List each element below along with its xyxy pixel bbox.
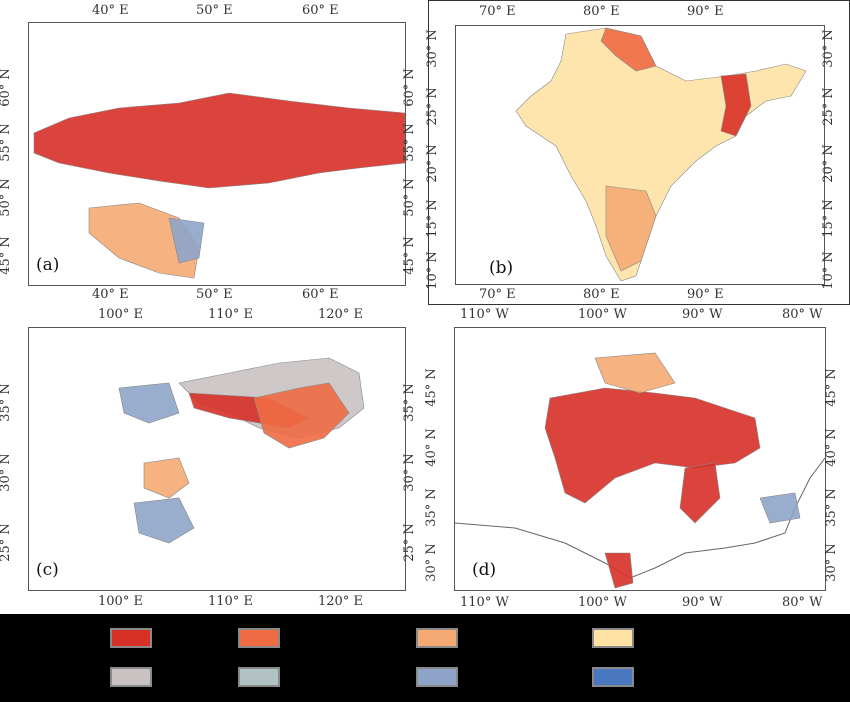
color-legend (0, 614, 850, 702)
right-tick-c-3: 25° N (401, 523, 417, 562)
left-tick-a-1: 60° N (0, 68, 13, 107)
legend-swatch-5 (110, 667, 152, 687)
left-tick-c-3: 25° N (0, 523, 13, 562)
right-tick-b-2: 25° N (820, 87, 836, 126)
left-tick-d-4: 30° N (423, 543, 439, 582)
left-tick-d-1: 45° N (423, 368, 439, 407)
right-tick-a-2: 55° N (401, 123, 417, 162)
map-frame-c: (c) (28, 327, 406, 591)
right-tick-d-3: 35° N (823, 488, 839, 527)
right-tick-a-4: 45° N (401, 236, 417, 275)
right-tick-d-2: 40° N (823, 428, 839, 467)
bottom-tick-d-1: 110° W (460, 595, 509, 610)
region-shape-c-east (253, 382, 350, 449)
map-panel-a: 40° E 50° E 60° E (a) 60° N 55° N 50° N … (0, 0, 430, 305)
region-shape-d-valley (679, 462, 721, 524)
left-tick-c-1: 35° N (0, 383, 13, 422)
left-tick-d-2: 40° N (423, 428, 439, 467)
bottom-tick-c-2: 110° E (208, 594, 253, 609)
map-b-svg (515, 27, 807, 282)
legend-swatch-8 (592, 667, 634, 687)
top-tick-b-3: 90° E (687, 4, 724, 19)
map-a-svg (33, 92, 405, 279)
bottom-tick-a-1: 40° E (92, 287, 129, 302)
left-tick-b-5: 10° N (424, 251, 440, 290)
map-d-svg (455, 352, 825, 589)
left-tick-a-2: 55° N (0, 123, 13, 162)
top-tick-d-2: 100° W (578, 307, 627, 322)
top-tick-d-1: 110° W (460, 307, 509, 322)
panel-label-a: (a) (33, 255, 63, 275)
left-tick-a-4: 45° N (0, 236, 13, 275)
map-c-svg (118, 357, 365, 544)
left-tick-c-2: 30° N (0, 453, 13, 492)
top-tick-a-2: 50° E (196, 3, 233, 18)
bottom-tick-c-1: 100° E (98, 594, 143, 609)
region-shape-c-southwest (133, 497, 195, 544)
right-tick-b-4: 15° N (820, 199, 836, 238)
left-tick-d-3: 35° N (423, 488, 439, 527)
right-tick-a-1: 60° N (401, 68, 417, 107)
right-tick-d-4: 30° N (823, 543, 839, 582)
right-tick-b-3: 20° N (820, 144, 836, 183)
left-tick-b-4: 15° N (424, 199, 440, 238)
region-shape-b-india (515, 27, 807, 282)
region-shape-b-south (605, 185, 657, 272)
bottom-tick-d-4: 80° W (782, 595, 823, 610)
top-tick-c-3: 120° E (318, 307, 363, 322)
top-tick-d-3: 90° W (682, 307, 723, 322)
panel-label-d: (d) (469, 560, 500, 580)
top-tick-a-1: 40° E (92, 3, 129, 18)
left-tick-b-3: 20° N (424, 144, 440, 183)
legend-swatch-3 (416, 628, 458, 648)
region-shape-c-west (118, 382, 180, 424)
bottom-tick-a-2: 50° E (196, 287, 233, 302)
right-tick-d-1: 45° N (823, 368, 839, 407)
right-tick-a-3: 50° N (401, 178, 417, 217)
left-tick-b-1: 30° N (424, 29, 440, 68)
region-shape-d-cornbelt (544, 387, 761, 504)
region-shape-c-sichuan (143, 457, 190, 499)
map-frame-a: (a) (28, 22, 406, 286)
legend-swatch-2 (238, 628, 280, 648)
legend-swatch-7 (416, 667, 458, 687)
panel-label-c: (c) (33, 560, 62, 580)
legend-swatch-1 (110, 628, 152, 648)
region-shape-b-north (600, 27, 657, 72)
bottom-tick-d-2: 100° W (578, 595, 627, 610)
top-tick-a-3: 60° E (302, 3, 339, 18)
top-tick-c-1: 100° E (98, 307, 143, 322)
top-tick-d-4: 80° W (782, 307, 823, 322)
panel-label-b: (b) (486, 258, 517, 278)
right-tick-b-5: 10° N (820, 251, 836, 290)
right-tick-c-1: 35° N (401, 383, 417, 422)
region-shape-d-plains (594, 352, 676, 394)
map-panel-c: 100° E 110° E 120° E (c) 35° N 30° N 25°… (0, 305, 430, 614)
bottom-tick-d-3: 90° W (682, 595, 723, 610)
map-frame-b: (b) (455, 25, 825, 285)
legend-swatch-4 (592, 628, 634, 648)
top-tick-b-2: 80° E (583, 4, 620, 19)
region-shape-b-east (720, 73, 752, 137)
region-shape-a-patch (168, 217, 205, 264)
region-shape-a-north (33, 92, 405, 189)
region-shape-d-texas (604, 552, 634, 589)
legend-swatch-6 (238, 667, 280, 687)
region-shape-d-southeast (759, 492, 801, 524)
map-frame-d: (d) (454, 327, 826, 591)
bottom-tick-b-1: 70° E (479, 287, 516, 302)
bottom-tick-b-3: 90° E (687, 287, 724, 302)
left-tick-b-2: 25° N (424, 87, 440, 126)
top-tick-c-2: 110° E (208, 307, 253, 322)
right-tick-b-1: 30° N (820, 29, 836, 68)
bottom-tick-b-2: 80° E (583, 287, 620, 302)
map-panel-d: 110° W 100° W 90° W 80° W (d) 45° N 40° … (424, 305, 850, 614)
left-tick-a-3: 50° N (0, 178, 13, 217)
bottom-tick-a-3: 60° E (302, 287, 339, 302)
map-panel-b: 70° E 80° E 90° E (b) 30° N 25° N 20° N … (424, 0, 850, 305)
right-tick-c-2: 30° N (401, 453, 417, 492)
bottom-tick-c-3: 120° E (318, 594, 363, 609)
top-tick-b-1: 70° E (479, 4, 516, 19)
